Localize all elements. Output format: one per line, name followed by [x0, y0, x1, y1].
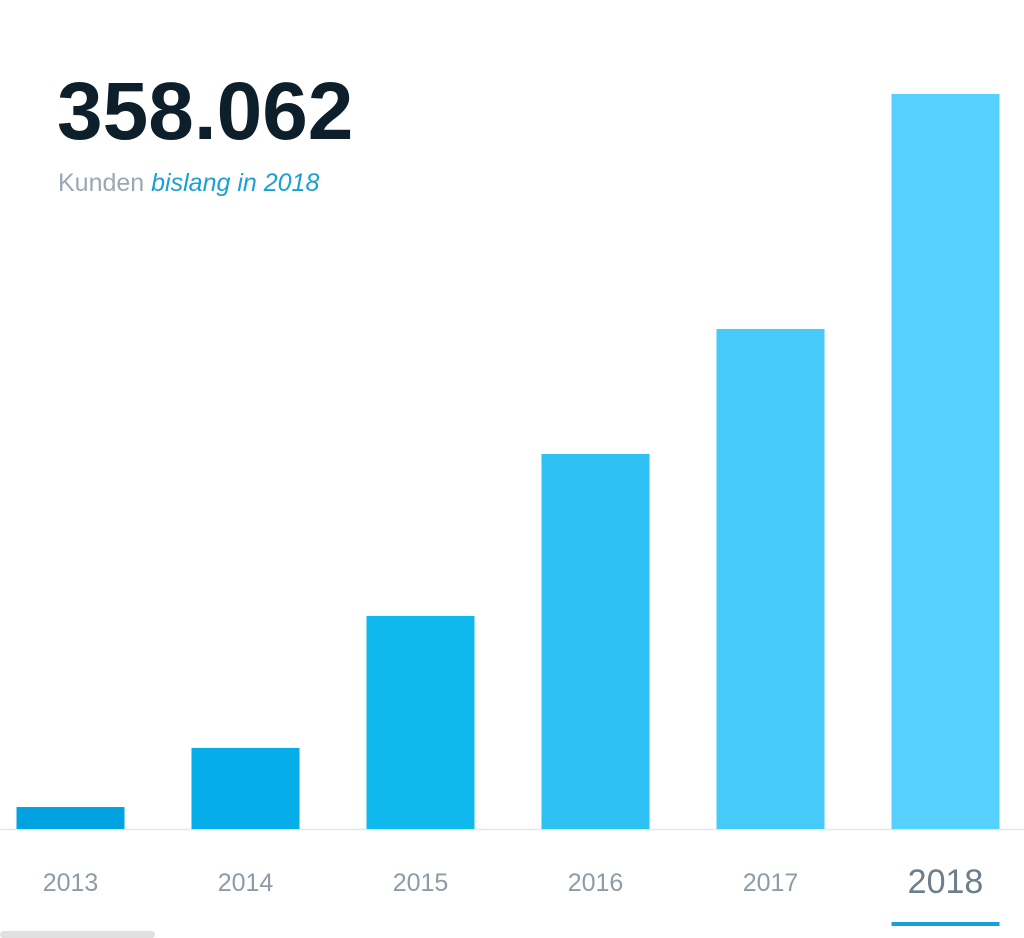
selected-indicator — [891, 922, 1000, 926]
x-tick-label: 2017 — [743, 869, 799, 897]
headline-number: 358.062 — [57, 66, 353, 157]
scrollbar — [0, 931, 155, 938]
bar — [716, 328, 825, 829]
bar — [366, 615, 475, 829]
subtitle: Kunden bislang in 2018 — [58, 169, 319, 197]
subtitle-text: Kunden — [58, 169, 144, 197]
bar — [891, 94, 1000, 829]
x-tick-label: 2014 — [218, 869, 274, 897]
x-tick-label: 2013 — [43, 869, 99, 897]
subtitle-highlight: bislang in 2018 — [151, 169, 319, 197]
bar — [16, 807, 125, 829]
x-tick-label: 2016 — [568, 869, 624, 897]
x-tick-label: 2015 — [393, 869, 449, 897]
bar — [541, 453, 650, 829]
bar — [191, 747, 300, 829]
x-tick-label: 2018 — [908, 863, 984, 901]
